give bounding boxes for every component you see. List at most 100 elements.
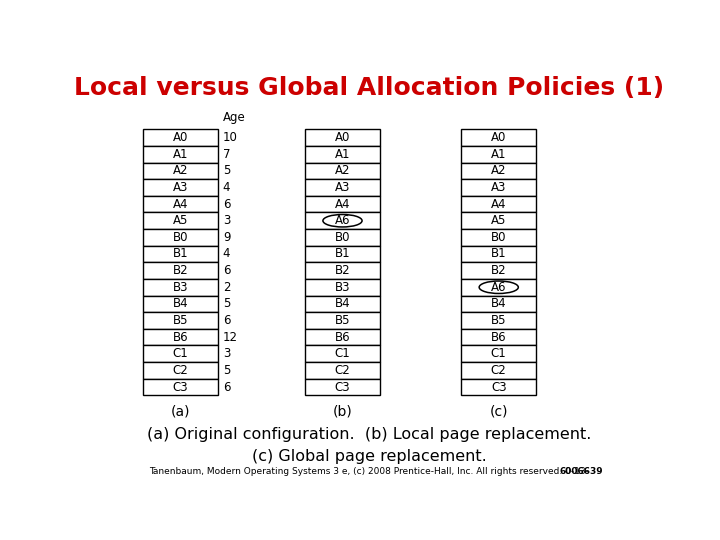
Text: B4: B4 — [335, 298, 351, 310]
Bar — [305, 163, 380, 179]
Text: A2: A2 — [491, 164, 506, 177]
Text: A0: A0 — [173, 131, 189, 144]
Text: A4: A4 — [173, 198, 189, 211]
Bar — [461, 129, 536, 146]
Text: A5: A5 — [491, 214, 506, 227]
Text: A1: A1 — [491, 148, 506, 161]
Text: A2: A2 — [173, 164, 189, 177]
Bar — [305, 246, 380, 262]
Text: (c): (c) — [490, 404, 508, 418]
Text: A3: A3 — [335, 181, 350, 194]
Text: A1: A1 — [173, 148, 189, 161]
Text: 4: 4 — [222, 247, 230, 260]
Text: B0: B0 — [335, 231, 350, 244]
Bar — [143, 246, 218, 262]
Text: B6: B6 — [491, 330, 507, 343]
Bar — [305, 196, 380, 212]
Text: (a) Original configuration.  (b) Local page replacement.: (a) Original configuration. (b) Local pa… — [147, 427, 591, 442]
Bar — [143, 179, 218, 196]
Bar — [461, 163, 536, 179]
Bar — [143, 362, 218, 379]
Text: Local versus Global Allocation Policies (1): Local versus Global Allocation Policies … — [74, 76, 664, 100]
Text: A3: A3 — [173, 181, 189, 194]
Bar — [143, 346, 218, 362]
Text: B2: B2 — [173, 264, 189, 277]
Bar — [461, 146, 536, 163]
Text: C1: C1 — [335, 347, 351, 360]
Bar — [461, 312, 536, 329]
Bar — [143, 146, 218, 163]
Text: 6: 6 — [222, 198, 230, 211]
Text: C1: C1 — [173, 347, 189, 360]
Text: 3: 3 — [222, 214, 230, 227]
Bar — [143, 262, 218, 279]
Bar — [305, 146, 380, 163]
Bar — [305, 312, 380, 329]
Bar — [461, 329, 536, 346]
Text: C3: C3 — [335, 381, 351, 394]
Text: 9: 9 — [222, 231, 230, 244]
Text: 10: 10 — [222, 131, 238, 144]
Bar — [305, 229, 380, 246]
Bar — [305, 212, 380, 229]
Text: 5: 5 — [222, 164, 230, 177]
Text: B3: B3 — [335, 281, 350, 294]
Bar — [461, 229, 536, 246]
Text: A3: A3 — [491, 181, 506, 194]
Text: (c) Global page replacement.: (c) Global page replacement. — [251, 449, 487, 464]
Text: C2: C2 — [491, 364, 507, 377]
Bar — [461, 362, 536, 379]
Text: Age: Age — [222, 111, 246, 124]
Bar — [143, 129, 218, 146]
Text: C2: C2 — [173, 364, 189, 377]
Text: B1: B1 — [491, 247, 507, 260]
Bar — [143, 229, 218, 246]
Text: B5: B5 — [173, 314, 189, 327]
Bar — [143, 312, 218, 329]
Text: B6: B6 — [335, 330, 351, 343]
Bar — [461, 196, 536, 212]
Text: C3: C3 — [491, 381, 507, 394]
Bar — [461, 295, 536, 312]
Text: 5: 5 — [222, 298, 230, 310]
Bar — [305, 279, 380, 295]
Text: C3: C3 — [173, 381, 189, 394]
Bar — [461, 179, 536, 196]
Text: Tanenbaum, Modern Operating Systems 3 e, (c) 2008 Prentice-Hall, Inc. All rights: Tanenbaum, Modern Operating Systems 3 e,… — [149, 467, 589, 476]
Text: A4: A4 — [491, 198, 506, 211]
Text: A4: A4 — [335, 198, 350, 211]
Bar — [143, 279, 218, 295]
Text: 5: 5 — [222, 364, 230, 377]
Text: B4: B4 — [491, 298, 507, 310]
Text: (b): (b) — [333, 404, 352, 418]
Bar — [305, 329, 380, 346]
Text: 6: 6 — [222, 381, 230, 394]
Bar — [305, 362, 380, 379]
Text: B2: B2 — [491, 264, 507, 277]
Bar — [305, 346, 380, 362]
Bar — [461, 279, 536, 295]
Bar — [461, 246, 536, 262]
Text: 6: 6 — [222, 314, 230, 327]
Bar — [305, 179, 380, 196]
Text: 3: 3 — [222, 347, 230, 360]
Text: B1: B1 — [173, 247, 189, 260]
Text: A1: A1 — [335, 148, 350, 161]
Text: 4: 4 — [222, 181, 230, 194]
Bar — [143, 329, 218, 346]
Text: A0: A0 — [335, 131, 350, 144]
Text: 6006639: 6006639 — [560, 467, 603, 476]
Bar — [305, 262, 380, 279]
Text: B3: B3 — [173, 281, 189, 294]
Text: 12: 12 — [222, 330, 238, 343]
Bar — [143, 163, 218, 179]
Text: B5: B5 — [335, 314, 350, 327]
Text: A0: A0 — [491, 131, 506, 144]
Text: A5: A5 — [173, 214, 189, 227]
Text: B0: B0 — [491, 231, 506, 244]
Bar — [305, 129, 380, 146]
Bar — [461, 212, 536, 229]
Text: A2: A2 — [335, 164, 350, 177]
Text: C1: C1 — [491, 347, 507, 360]
Bar — [305, 379, 380, 395]
